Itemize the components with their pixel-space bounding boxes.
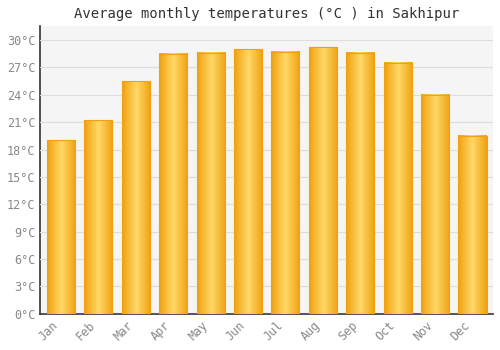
Bar [84,120,112,314]
Bar [122,81,150,314]
Bar [196,53,224,314]
Bar [272,52,299,314]
Bar [309,47,337,314]
Title: Average monthly temperatures (°C ) in Sakhipur: Average monthly temperatures (°C ) in Sa… [74,7,460,21]
Bar [346,53,374,314]
Bar [421,95,449,314]
Bar [47,140,75,314]
Bar [159,54,187,314]
Bar [384,63,411,314]
Bar [234,49,262,314]
Bar [458,136,486,314]
